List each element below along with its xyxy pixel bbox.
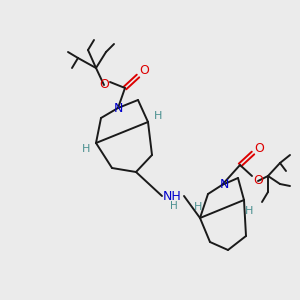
- Text: H: H: [194, 202, 202, 212]
- Text: H: H: [154, 111, 162, 121]
- Text: O: O: [254, 142, 264, 154]
- Text: NH: NH: [163, 190, 182, 202]
- Text: O: O: [253, 175, 263, 188]
- Text: H: H: [170, 201, 178, 211]
- Text: H: H: [82, 144, 90, 154]
- Text: H: H: [245, 206, 253, 216]
- Text: O: O: [139, 64, 149, 77]
- Text: N: N: [219, 178, 229, 191]
- Text: O: O: [99, 79, 109, 92]
- Text: N: N: [113, 101, 123, 115]
